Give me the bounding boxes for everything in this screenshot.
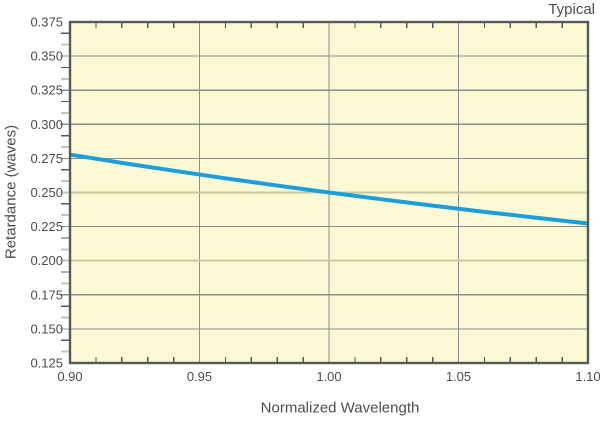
y-tick-label: 0.225 bbox=[30, 219, 63, 234]
y-tick-label: 0.275 bbox=[30, 151, 63, 166]
y-tick-label: 0.200 bbox=[30, 253, 63, 268]
x-tick-label: 0.90 bbox=[57, 369, 82, 384]
y-tick-label: 0.250 bbox=[30, 185, 63, 200]
x-axis-title: Normalized Wavelength bbox=[260, 399, 420, 417]
series-line-retardance bbox=[69, 152, 589, 226]
y-tick-label: 0.375 bbox=[30, 15, 63, 30]
y-tick-label: 0.325 bbox=[30, 83, 63, 98]
x-tick-label: 0.95 bbox=[187, 369, 212, 384]
y-tick-label: 0.350 bbox=[30, 49, 63, 64]
y-tick-label: 0.300 bbox=[30, 117, 63, 132]
x-tick-label: 1.00 bbox=[316, 369, 341, 384]
y-tick-label: 0.175 bbox=[30, 287, 63, 302]
x-tick-label: 1.05 bbox=[446, 369, 471, 384]
plot-border bbox=[68, 20, 590, 365]
x-tick-label: 1.10 bbox=[575, 369, 600, 384]
y-tick-label: 0.125 bbox=[30, 356, 63, 371]
chart-annotation: Typical bbox=[548, 1, 595, 18]
y-tick-label: 0.150 bbox=[30, 321, 63, 336]
y-axis-title: Retardance (waves) bbox=[2, 124, 20, 260]
